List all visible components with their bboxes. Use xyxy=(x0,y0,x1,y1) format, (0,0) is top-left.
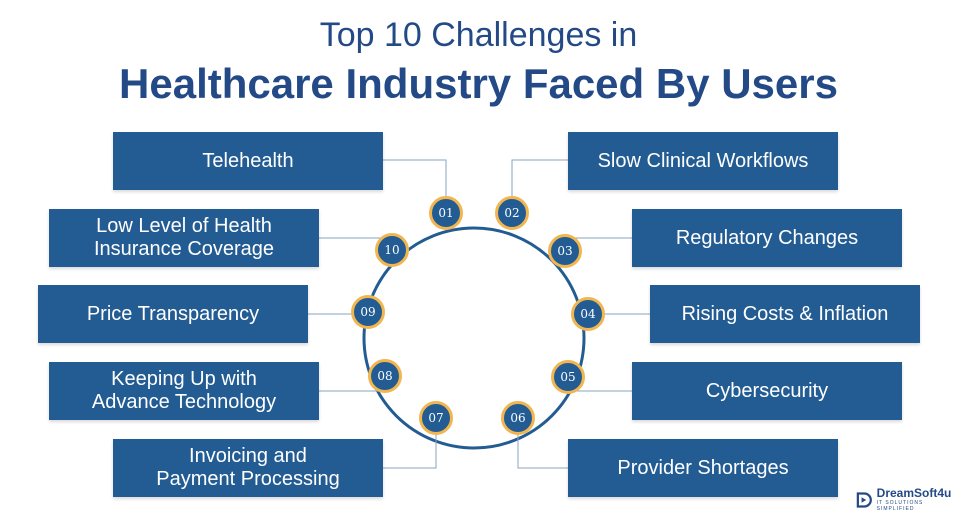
challenge-box-advance-technology: Keeping Up with Advance Technology xyxy=(49,362,319,420)
number-badge-02: 02 xyxy=(495,196,529,230)
challenge-box-rising-costs: Rising Costs & Inflation xyxy=(650,285,920,343)
number-badge-06: 06 xyxy=(501,401,535,435)
number-badge-01: 01 xyxy=(429,196,463,230)
challenge-box-provider-shortages: Provider Shortages xyxy=(568,439,838,497)
challenge-box-insurance-coverage: Low Level of Health Insurance Coverage xyxy=(49,209,319,267)
logo-tagline: IT SOLUTIONS SIMPLIFIED xyxy=(876,500,924,512)
number-badge-10: 10 xyxy=(375,233,409,267)
challenge-box-regulatory-changes: Regulatory Changes xyxy=(632,209,902,267)
connector-07 xyxy=(383,427,437,469)
number-badge-07: 07 xyxy=(419,401,453,435)
challenge-box-price-transparency: Price Transparency xyxy=(38,285,308,343)
number-badge-03: 03 xyxy=(548,234,582,268)
number-badge-05: 05 xyxy=(551,360,585,394)
challenge-box-telehealth: Telehealth xyxy=(113,132,383,190)
challenge-box-slow-clinical-workflows: Slow Clinical Workflows xyxy=(568,132,838,190)
connector-06 xyxy=(517,427,568,469)
dreamsoft-logo: DreamSoft4u IT SOLUTIONS SIMPLIFIED xyxy=(856,487,957,512)
ring-circle xyxy=(362,226,586,450)
dreamsoft-logo-icon xyxy=(856,491,872,508)
connector-01 xyxy=(383,159,447,197)
challenge-box-invoicing: Invoicing and Payment Processing xyxy=(113,439,383,497)
number-badge-09: 09 xyxy=(351,295,385,329)
number-badge-08: 08 xyxy=(368,359,402,393)
page-title-line-2: Healthcare Industry Faced By Users xyxy=(119,60,838,107)
page-title-line-1: Top 10 Challenges in xyxy=(319,16,638,54)
number-badge-04: 04 xyxy=(571,297,605,331)
logo-name: DreamSoft4u xyxy=(876,486,952,500)
connector-02 xyxy=(511,159,568,197)
challenge-box-cybersecurity: Cybersecurity xyxy=(632,362,902,420)
